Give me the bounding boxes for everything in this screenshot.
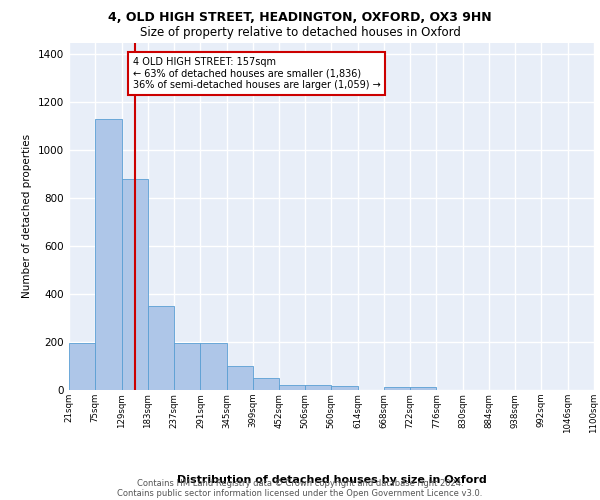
Text: Contains HM Land Registry data © Crown copyright and database right 2024.: Contains HM Land Registry data © Crown c… [137, 478, 463, 488]
Text: Contains public sector information licensed under the Open Government Licence v3: Contains public sector information licen… [118, 488, 482, 498]
Bar [279, 385, 305, 390]
Bar [69, 343, 95, 390]
Bar [305, 385, 331, 390]
Bar [331, 386, 358, 390]
Text: 4 OLD HIGH STREET: 157sqm
← 63% of detached houses are smaller (1,836)
36% of se: 4 OLD HIGH STREET: 157sqm ← 63% of detac… [133, 57, 380, 90]
X-axis label: Distribution of detached houses by size in Oxford: Distribution of detached houses by size … [176, 475, 487, 485]
Bar [227, 366, 253, 390]
Bar [253, 378, 279, 390]
Bar [174, 344, 200, 390]
Y-axis label: Number of detached properties: Number of detached properties [22, 134, 32, 298]
Bar [200, 344, 227, 390]
Text: 4, OLD HIGH STREET, HEADINGTON, OXFORD, OX3 9HN: 4, OLD HIGH STREET, HEADINGTON, OXFORD, … [108, 11, 492, 24]
Bar [410, 387, 436, 390]
Bar [95, 119, 122, 390]
Bar [384, 387, 410, 390]
Text: Size of property relative to detached houses in Oxford: Size of property relative to detached ho… [140, 26, 460, 39]
Bar [122, 179, 148, 390]
Bar [148, 306, 174, 390]
